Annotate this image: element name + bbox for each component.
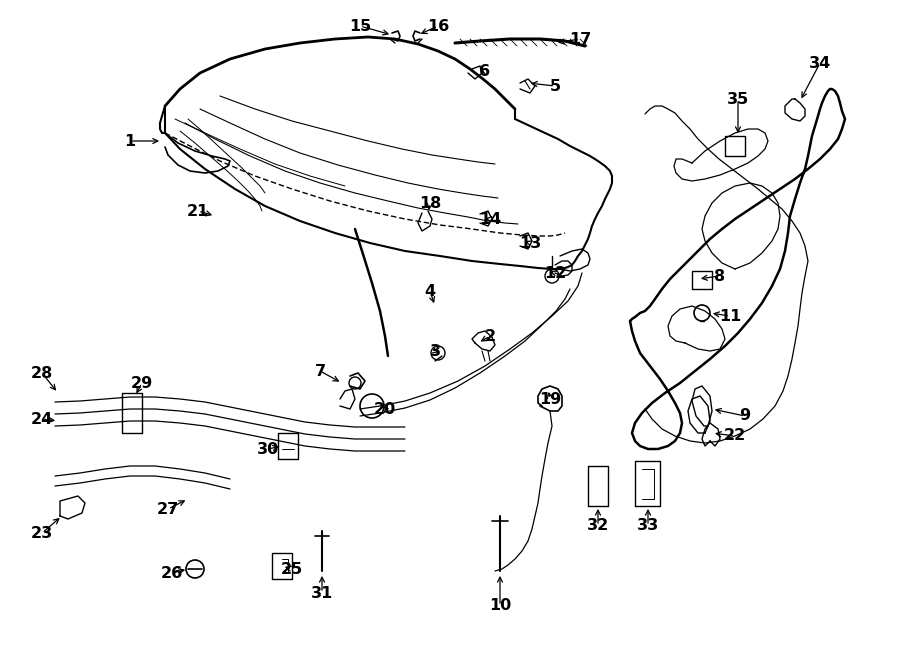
- Text: 6: 6: [480, 63, 491, 79]
- Text: 18: 18: [418, 196, 441, 210]
- Text: 8: 8: [715, 268, 725, 284]
- Text: 4: 4: [425, 284, 436, 299]
- Text: 13: 13: [519, 235, 541, 251]
- Text: 1: 1: [124, 134, 136, 149]
- Text: 25: 25: [281, 561, 303, 576]
- Text: 22: 22: [724, 428, 746, 444]
- Text: 16: 16: [427, 19, 449, 34]
- Text: 35: 35: [727, 91, 749, 106]
- Text: 17: 17: [569, 32, 591, 46]
- Text: 24: 24: [31, 412, 53, 426]
- Text: 32: 32: [587, 518, 609, 533]
- Text: 12: 12: [544, 266, 566, 280]
- Text: 9: 9: [740, 408, 751, 424]
- Text: 5: 5: [549, 79, 561, 93]
- Text: 7: 7: [314, 364, 326, 379]
- Text: 28: 28: [31, 366, 53, 381]
- Text: 15: 15: [349, 19, 371, 34]
- Text: 31: 31: [310, 586, 333, 600]
- Text: 21: 21: [187, 204, 209, 219]
- Text: 26: 26: [161, 566, 183, 580]
- Text: 14: 14: [479, 212, 501, 227]
- Text: 10: 10: [489, 598, 511, 613]
- Text: 34: 34: [809, 56, 831, 71]
- Text: 29: 29: [130, 375, 153, 391]
- Text: 19: 19: [539, 391, 561, 407]
- Text: 27: 27: [157, 502, 179, 516]
- Text: 2: 2: [484, 329, 496, 344]
- Text: 30: 30: [256, 442, 279, 457]
- Text: 20: 20: [374, 401, 396, 416]
- Text: 33: 33: [637, 518, 659, 533]
- Text: 11: 11: [719, 309, 741, 323]
- Text: 23: 23: [31, 525, 53, 541]
- Text: 3: 3: [429, 344, 441, 358]
